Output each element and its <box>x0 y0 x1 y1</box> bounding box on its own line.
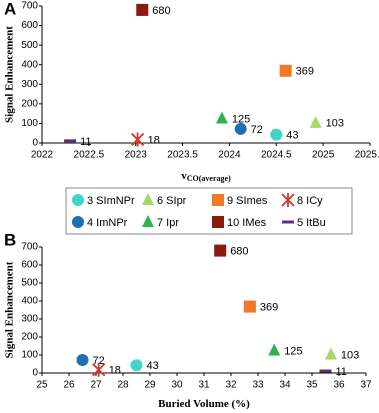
x-tick-label: 27 <box>90 380 102 391</box>
y-tick-label: 100 <box>21 350 38 361</box>
data-label: 11 <box>80 136 91 148</box>
marker <box>281 193 295 207</box>
panel-label: B <box>4 230 16 249</box>
marker <box>243 300 256 313</box>
x-tick-label: 25 <box>36 380 48 391</box>
marker <box>212 194 224 206</box>
marker <box>214 244 227 257</box>
marker <box>142 215 154 227</box>
data-label: 125 <box>284 345 302 357</box>
x-tick-label: 36 <box>333 380 345 391</box>
marker <box>270 128 283 141</box>
x-tick-label: 2022 <box>31 150 54 161</box>
data-label: 369 <box>260 301 278 313</box>
marker <box>72 216 84 228</box>
marker <box>234 122 247 135</box>
marker <box>130 132 145 147</box>
data-label: 18 <box>148 134 160 146</box>
legend-label: 3 SImNPr <box>87 195 135 207</box>
y-tick-label: 300 <box>21 79 38 90</box>
x-axis-title: vCO(average) <box>181 170 231 183</box>
y-tick-label: 0 <box>32 368 38 379</box>
x-tick-label: 2023 <box>125 150 148 161</box>
y-axis-title: Signal Enhancement <box>4 26 16 123</box>
marker <box>72 194 84 206</box>
x-tick-label: 28 <box>117 380 129 391</box>
y-axis-title: Signal Enhancement <box>4 261 16 358</box>
data-label: 680 <box>230 246 248 258</box>
marker <box>76 354 89 367</box>
x-axis-title-main: v <box>181 170 187 182</box>
x-tick-label: 33 <box>252 380 264 391</box>
x-tick-label: 2023.5 <box>167 150 198 161</box>
y-tick-label: 600 <box>21 20 38 31</box>
x-axis-title-sub: CO(average) <box>187 174 231 183</box>
y-tick-label: 300 <box>21 314 38 325</box>
y-tick-label: 100 <box>21 118 38 129</box>
legend-label: 7 Ipr <box>157 217 179 229</box>
y-tick-label: 0 <box>32 138 38 149</box>
data-label: 103 <box>326 118 344 130</box>
data-label: 11 <box>336 366 347 378</box>
marker <box>130 359 143 372</box>
legend-label: 6 SIpr <box>157 195 187 207</box>
x-tick-label: 30 <box>171 380 183 391</box>
legend-label: 5 ItBu <box>297 217 326 229</box>
x-tick-label: 32 <box>225 380 237 391</box>
marker <box>268 343 281 356</box>
y-tick-label: 400 <box>21 59 38 70</box>
legend-label: 8 ICy <box>297 195 323 207</box>
marker <box>92 362 106 377</box>
x-tick-label: 34 <box>279 380 291 391</box>
x-tick-label: 37 <box>360 380 372 391</box>
x-tick-label: 2024.5 <box>261 150 292 161</box>
x-tick-label: 2024 <box>218 150 241 161</box>
data-label: 43 <box>147 360 159 372</box>
marker <box>319 369 332 373</box>
data-label: 72 <box>93 355 105 367</box>
data-label: 72 <box>251 124 263 136</box>
marker <box>142 193 154 205</box>
panel-label: A <box>4 0 16 18</box>
x-tick-label: 29 <box>144 380 156 391</box>
x-tick-label: 31 <box>198 380 210 391</box>
marker <box>309 115 322 128</box>
data-label: 18 <box>109 365 121 377</box>
x-tick-label: 2025.5 <box>355 150 379 161</box>
data-label: 125 <box>232 113 250 125</box>
legend-label: 9 SImes <box>227 195 268 207</box>
y-tick-label: 500 <box>21 278 38 289</box>
y-tick-label: 500 <box>21 40 38 51</box>
marker <box>215 111 228 124</box>
y-tick-label: 600 <box>21 260 38 271</box>
x-axis-title-main: Buried Volume (%) <box>158 398 250 410</box>
x-tick-label: 2022.5 <box>74 150 105 161</box>
data-label: 680 <box>152 5 170 17</box>
y-tick-label: 700 <box>21 1 38 12</box>
y-tick-label: 400 <box>21 296 38 307</box>
legend-label: 4 ImNPr <box>87 217 128 229</box>
marker <box>212 216 224 228</box>
marker <box>64 139 77 143</box>
data-label: 43 <box>286 129 298 141</box>
marker <box>324 347 337 360</box>
data-label: 369 <box>296 66 314 78</box>
marker <box>136 3 149 16</box>
x-tick-label: 35 <box>306 380 318 391</box>
x-axis-title: Buried Volume (%) <box>158 398 250 410</box>
marker <box>279 64 292 77</box>
y-tick-label: 200 <box>21 332 38 343</box>
y-tick-label: 700 <box>21 242 38 253</box>
data-label: 103 <box>341 349 359 361</box>
x-tick-label: 26 <box>63 380 75 391</box>
legend-box <box>65 187 353 235</box>
legend-label: 10 IMes <box>227 217 267 229</box>
marker <box>282 220 294 224</box>
x-tick-label: 2025 <box>312 150 335 161</box>
y-tick-label: 200 <box>21 98 38 109</box>
